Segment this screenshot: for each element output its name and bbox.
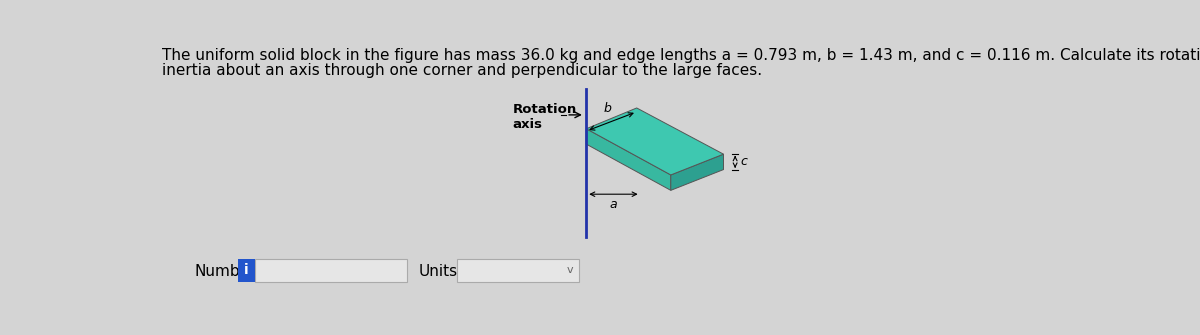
Polygon shape xyxy=(587,129,671,190)
Text: i: i xyxy=(244,263,248,277)
FancyBboxPatch shape xyxy=(256,259,407,282)
Text: inertia about an axis through one corner and perpendicular to the large faces.: inertia about an axis through one corner… xyxy=(162,63,762,78)
FancyBboxPatch shape xyxy=(238,259,254,282)
Text: Rotation
axis: Rotation axis xyxy=(512,103,577,131)
Text: a: a xyxy=(610,198,617,211)
Text: The uniform solid block in the figure has mass 36.0 kg and edge lengths a = 0.79: The uniform solid block in the figure ha… xyxy=(162,48,1200,63)
Text: Units: Units xyxy=(418,264,457,279)
Polygon shape xyxy=(671,154,724,190)
Text: Number: Number xyxy=(194,264,257,279)
Text: v: v xyxy=(566,265,574,275)
Text: b: b xyxy=(604,102,611,115)
Polygon shape xyxy=(587,108,724,175)
Text: c: c xyxy=(740,154,748,168)
FancyBboxPatch shape xyxy=(457,259,580,282)
